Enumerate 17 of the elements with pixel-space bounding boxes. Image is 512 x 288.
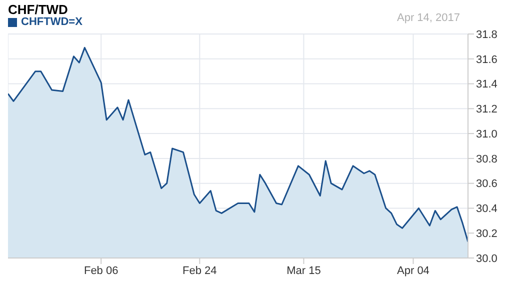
y-tick-label: 30.4 xyxy=(476,203,498,216)
x-tick-label: Mar 15 xyxy=(286,264,321,277)
y-tick-label: 30.2 xyxy=(476,228,498,240)
x-tick-label: Feb 06 xyxy=(84,264,118,277)
legend-label: CHFTWD=X xyxy=(21,16,82,28)
x-tick-label: Apr 04 xyxy=(397,264,430,277)
y-tick-label: 30.8 xyxy=(476,153,498,166)
text: Apr 14, 2017 xyxy=(397,12,460,24)
y-tick-label: 30.6 xyxy=(476,178,498,190)
chart-title: CHF/TWD xyxy=(8,2,68,17)
y-tick-label: 31.0 xyxy=(476,128,498,140)
y-tick-label: 31.6 xyxy=(476,54,498,66)
y-tick-label: 31.8 xyxy=(476,28,498,41)
y-tick-label: 30.0 xyxy=(476,252,498,265)
x-tick-label: Feb 24 xyxy=(182,264,217,277)
y-tick-label: 31.2 xyxy=(476,104,498,116)
y-tick-label: 31.4 xyxy=(476,78,498,91)
